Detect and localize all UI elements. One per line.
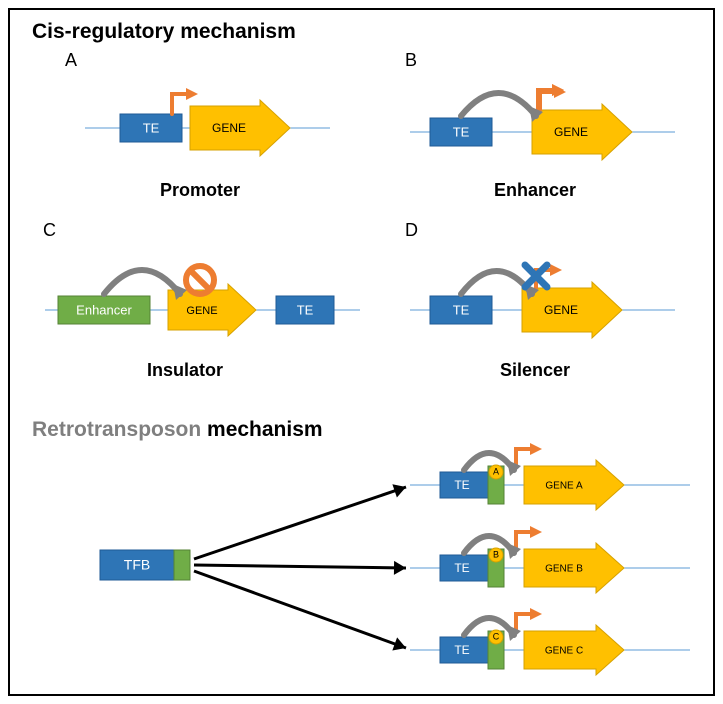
svg-text:GENE: GENE (186, 305, 217, 317)
svg-text:A: A (493, 466, 499, 476)
svg-text:TE: TE (453, 124, 470, 139)
svg-text:Enhancer: Enhancer (76, 302, 132, 317)
svg-text:GENE: GENE (554, 125, 588, 139)
svg-text:TE: TE (143, 120, 160, 135)
svg-text:TFB: TFB (124, 557, 150, 573)
svg-text:GENE A: GENE A (545, 481, 583, 492)
svg-text:TE: TE (454, 643, 469, 657)
svg-text:GENE: GENE (212, 121, 246, 135)
svg-text:B: B (493, 549, 499, 559)
svg-text:TE: TE (454, 561, 469, 575)
svg-text:C: C (493, 631, 500, 641)
svg-text:GENE: GENE (544, 303, 578, 317)
svg-text:TE: TE (453, 302, 470, 317)
svg-text:GENE C: GENE C (545, 646, 583, 657)
svg-text:GENE B: GENE B (545, 564, 583, 575)
svg-text:TE: TE (454, 478, 469, 492)
figure-frame: Cis-regulatory mechanism Retrotransposon… (8, 8, 715, 696)
svg-text:TE: TE (297, 302, 314, 317)
diagram-canvas: TE GENE TE GENE Enhancer GENE TE TE GENE TFB TE A GE… (10, 10, 717, 698)
